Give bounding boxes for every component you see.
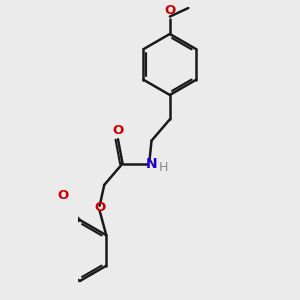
Text: O: O — [94, 201, 105, 214]
Text: O: O — [164, 4, 176, 16]
Text: H: H — [158, 161, 168, 174]
Text: N: N — [146, 157, 157, 171]
Text: O: O — [112, 124, 124, 137]
Text: O: O — [57, 189, 69, 202]
